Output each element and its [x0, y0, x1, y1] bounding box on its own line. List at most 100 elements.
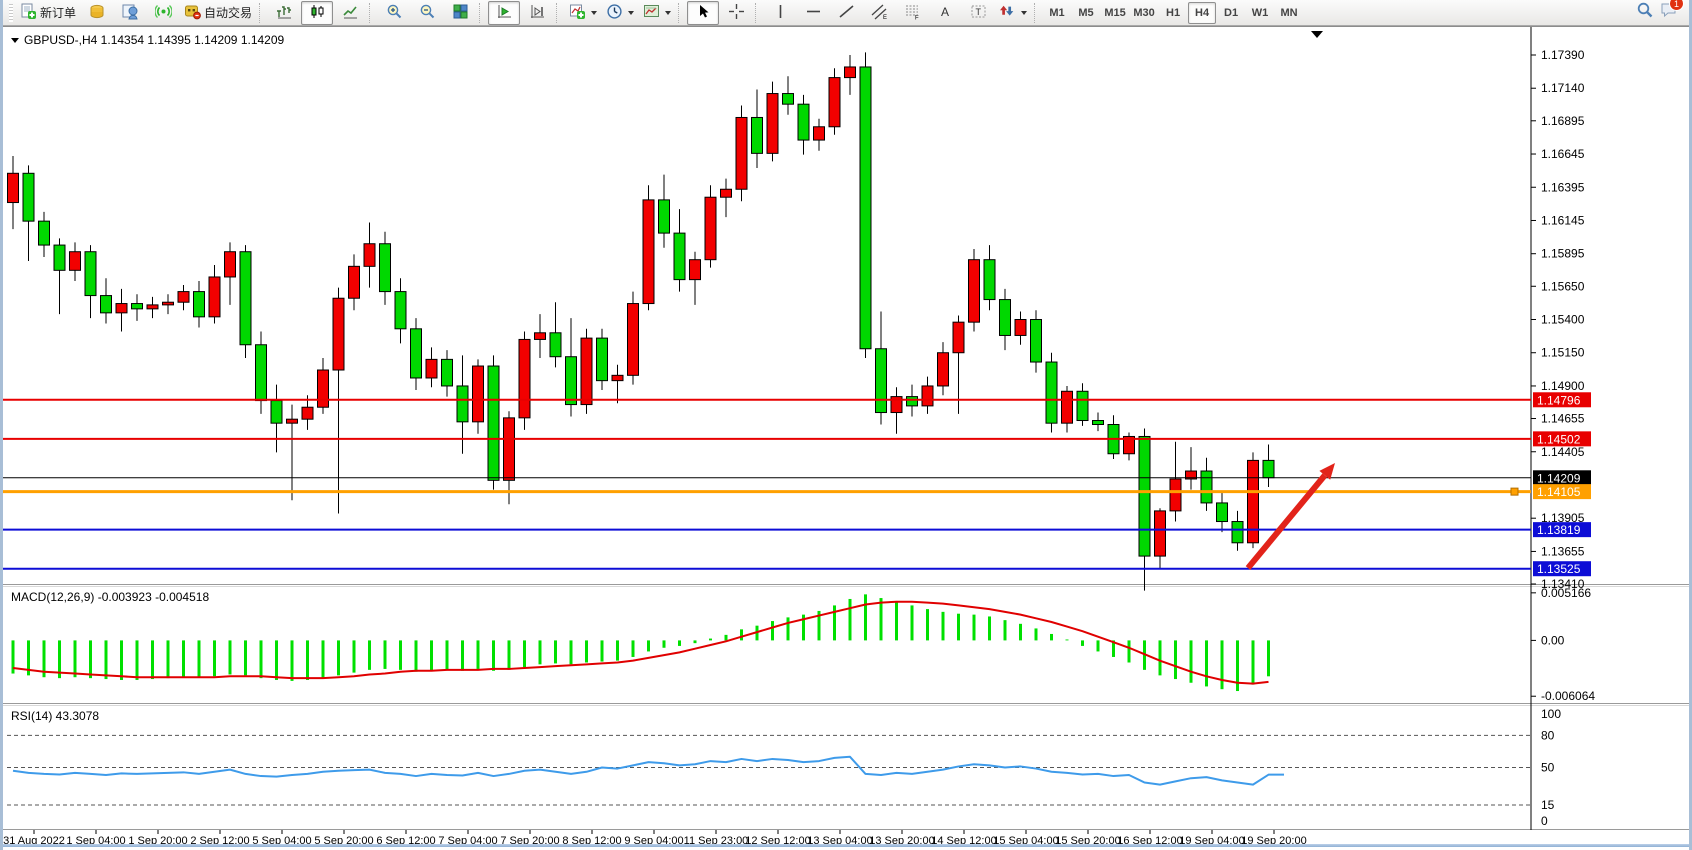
zoom-out-button[interactable] — [411, 1, 443, 25]
timeframe-M5[interactable]: M5 — [1078, 6, 1094, 19]
symbol-dropdown-icon[interactable] — [11, 37, 19, 43]
price-tick-label: 1.13655 — [1541, 544, 1585, 558]
candle-body — [22, 172, 35, 222]
arrows-tool-button[interactable] — [995, 1, 1031, 25]
price-tick-label: 1.15150 — [1541, 346, 1585, 360]
crosshair-tool-button[interactable] — [720, 1, 752, 25]
chart-shift-icon — [529, 3, 546, 23]
candle-body — [487, 365, 500, 481]
timeframe-MN[interactable]: MN — [1280, 6, 1298, 19]
templates-button[interactable] — [639, 1, 675, 25]
timeframe-M15[interactable]: M15 — [1104, 6, 1126, 19]
candle-body — [425, 358, 438, 379]
indicators-button[interactable] — [565, 1, 601, 25]
market-watch-button[interactable] — [81, 1, 113, 25]
fibonacci-icon: F — [904, 3, 921, 23]
zoom-out-icon — [419, 3, 436, 23]
text-label-tool-button[interactable]: T — [962, 1, 994, 25]
timeframe-H4[interactable]: H4 — [1188, 1, 1217, 24]
candle-body — [162, 301, 174, 306]
notification-badge: 1 — [1669, 0, 1684, 11]
trend-arrow-head[interactable] — [1319, 463, 1335, 480]
candle-body — [518, 338, 531, 419]
candle-body — [890, 396, 903, 414]
candle-body — [875, 348, 887, 414]
new-order-button[interactable]: 新订单 — [16, 1, 80, 25]
channel-tool-button[interactable]: E — [863, 1, 895, 25]
fibonacci-tool-button[interactable]: F — [896, 1, 928, 25]
macd-axis-label: -0.006064 — [1541, 689, 1595, 703]
cursor-tool-button[interactable] — [687, 0, 720, 25]
periods-button[interactable] — [602, 1, 638, 25]
candle-body — [704, 196, 717, 261]
trendline-tool-button[interactable] — [830, 1, 862, 25]
chart-canvas[interactable]: 1.17390 1.17140 1.16895 1.16645 1.16395 1.161… — [3, 27, 1692, 848]
price-tick-label: 1.16395 — [1541, 180, 1585, 194]
macd-label: MACD(12,26,9) -0.003923 -0.004518 — [11, 590, 209, 604]
price-tick-label: 1.13905 — [1541, 511, 1585, 525]
candle-body — [38, 220, 50, 246]
zoom-in-button[interactable] — [378, 1, 410, 25]
timeframe-M1[interactable]: M1 — [1049, 6, 1065, 19]
line-chart-button[interactable] — [334, 1, 366, 25]
candle-body — [1092, 420, 1104, 426]
timeframe-H1[interactable]: H1 — [1166, 6, 1181, 19]
tile-windows-button[interactable] — [444, 1, 476, 25]
data-window-button[interactable] — [114, 1, 146, 25]
toolbar-grip[interactable] — [9, 3, 13, 22]
auto-scroll-button[interactable] — [488, 0, 521, 25]
price-label-box — [1533, 522, 1591, 538]
timeframe-M30[interactable]: M30 — [1133, 6, 1155, 19]
timeframe-W1[interactable]: W1 — [1251, 6, 1269, 19]
price-label-orange-level: 1.14105 — [1537, 485, 1581, 499]
scroll-position-marker[interactable] — [1311, 31, 1323, 38]
new-order-label: 新订单 — [40, 6, 77, 20]
line-chart-icon — [342, 3, 359, 23]
candle-body — [534, 332, 546, 340]
price-tick-label: 1.15400 — [1541, 313, 1585, 327]
notifications-button[interactable]: 1 — [1660, 0, 1684, 24]
chart-title[interactable]: GBPUSD-,H4 1.14354 1.14395 1.14209 1.142… — [11, 33, 284, 47]
candle-body — [53, 244, 66, 271]
timeframe-D1[interactable]: D1 — [1224, 6, 1239, 19]
price-label-box — [1533, 484, 1591, 500]
candle-body — [193, 291, 205, 318]
price-tick-label: 1.14655 — [1541, 412, 1585, 426]
bar-chart-button[interactable] — [268, 1, 300, 25]
vertical-line-tool-button[interactable] — [764, 1, 796, 25]
candle-body — [379, 243, 391, 293]
candle-body — [627, 303, 639, 376]
chart-shift-button[interactable] — [521, 1, 553, 25]
toolbar-separator — [678, 2, 684, 23]
toolbar-separator — [479, 2, 485, 23]
candle-body — [472, 365, 484, 423]
search-icon[interactable] — [1636, 1, 1654, 24]
zoom-in-icon — [386, 3, 403, 23]
navigator-button[interactable] — [147, 1, 179, 25]
horizontal-line-tool-button[interactable] — [797, 1, 829, 25]
candle-body — [828, 77, 841, 128]
rsi-line — [12, 755, 1284, 786]
candle-body — [363, 243, 376, 267]
candle-body — [456, 385, 469, 423]
hline-handle[interactable] — [1510, 487, 1519, 496]
svg-text:T: T — [975, 7, 981, 17]
autotrading-button[interactable]: 自动交易 — [180, 1, 256, 25]
candle-body — [410, 328, 422, 379]
candle-body — [1123, 435, 1135, 455]
candlestick-chart-button[interactable] — [301, 0, 334, 25]
trend-arrow-shaft[interactable] — [1245, 473, 1328, 570]
price-tick-label: 1.16895 — [1541, 114, 1585, 128]
text-tool-button[interactable]: A — [929, 1, 961, 25]
candlestick-chart-icon — [309, 3, 326, 23]
candle-body — [689, 259, 701, 281]
candle-body — [565, 356, 577, 406]
chart-window[interactable]: GBPUSD-,H4 1.14354 1.14395 1.14209 1.142… — [3, 26, 1692, 848]
candle-body — [286, 418, 298, 424]
svg-text:A: A — [941, 5, 949, 19]
rsi-level-label: 50 — [1541, 761, 1555, 775]
cursor-icon — [695, 3, 712, 23]
price-tick-label: 1.17390 — [1541, 48, 1585, 62]
candle-body — [968, 259, 980, 323]
chart-symbol-ohlc: GBPUSD-,H4 1.14354 1.14395 1.14209 1.142… — [24, 33, 285, 47]
